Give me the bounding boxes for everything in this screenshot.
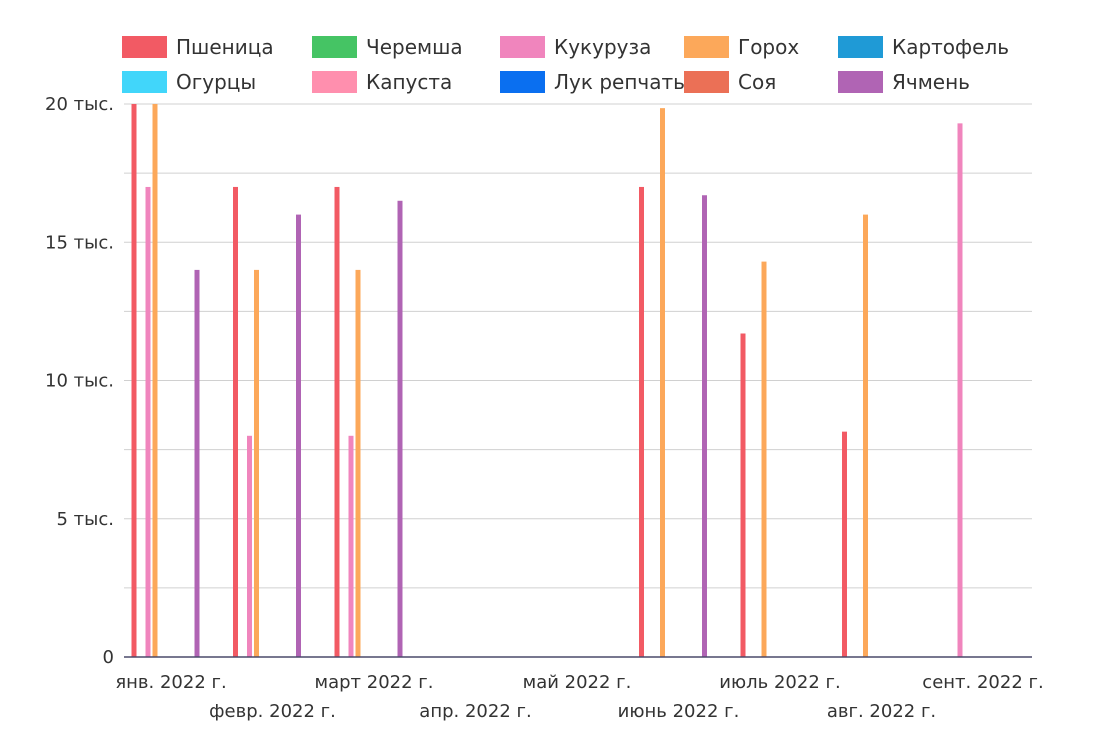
y-tick-label: 15 тыс.	[45, 232, 114, 253]
x-tick-label: янв. 2022 г.	[115, 672, 226, 693]
legend-label: Капуста	[366, 70, 452, 94]
legend-label: Огурцы	[176, 70, 256, 94]
x-tick-label: авг. 2022 г.	[827, 701, 936, 722]
legend-swatch	[684, 71, 729, 93]
legend-swatch	[122, 36, 167, 58]
legend-label: Черемша	[366, 35, 463, 59]
y-axis: 0 5 тыс. 10 тыс. 15 тыс. 20 тыс.	[45, 94, 114, 668]
bar-1-8[interactable]	[842, 431, 847, 657]
bar-10-3[interactable]	[397, 200, 403, 657]
legend-item-2[interactable]: Черемша	[312, 35, 463, 59]
legend-item-5[interactable]: Картофель	[838, 35, 1009, 59]
x-tick-label: июнь 2022 г.	[618, 701, 740, 722]
bar-1-6[interactable]	[639, 186, 644, 657]
legend-label: Горох	[738, 35, 799, 59]
legend-item-4[interactable]: Горох	[684, 35, 799, 59]
legend-swatch	[312, 36, 357, 58]
y-tick-label: 20 тыс.	[45, 94, 114, 115]
legend-item-3[interactable]: Кукуруза	[500, 35, 651, 59]
bar-3-9[interactable]	[957, 123, 963, 658]
x-tick-label: июль 2022 г.	[719, 672, 840, 693]
bar-10-2[interactable]	[296, 214, 301, 657]
bar-4-1[interactable]	[152, 104, 158, 657]
legend-label: Лук репчатый	[554, 70, 702, 94]
legend-label: Ячмень	[892, 70, 970, 94]
bar-3-3[interactable]	[348, 435, 354, 657]
legend-swatch	[122, 71, 167, 93]
x-tick-label: май 2022 г.	[523, 672, 632, 693]
legend-swatch	[684, 36, 729, 58]
grid	[124, 103, 1032, 589]
bar-4-6[interactable]	[660, 108, 665, 657]
x-tick-label: апр. 2022 г.	[419, 701, 531, 722]
bar-10-6[interactable]	[702, 195, 707, 657]
legend-item-8[interactable]: Лук репчатый	[500, 70, 702, 94]
bar-4-2[interactable]	[254, 269, 259, 657]
bar-3-2[interactable]	[247, 435, 252, 657]
bar-1-3[interactable]	[334, 186, 340, 657]
legend-label: Кукуруза	[554, 35, 651, 59]
bar-3-1[interactable]	[145, 186, 151, 657]
x-tick-label: март 2022 г.	[315, 672, 434, 693]
y-tick-label: 10 тыс.	[45, 371, 114, 392]
bar-4-7[interactable]	[761, 261, 767, 657]
legend-item-1[interactable]: Пшеница	[122, 35, 274, 59]
x-axis-labels: янв. 2022 г. февр. 2022 г. март 2022 г. апр…	[115, 672, 1043, 722]
legend-label: Пшеница	[176, 35, 274, 59]
bar-4-3[interactable]	[355, 269, 361, 657]
bar-1-1[interactable]	[131, 104, 137, 657]
plot-area	[131, 104, 963, 658]
legend-swatch	[838, 71, 883, 93]
legend-label: Картофель	[892, 35, 1009, 59]
legend-swatch	[500, 36, 545, 58]
bar-10-1[interactable]	[194, 269, 200, 657]
bar-4-8[interactable]	[863, 214, 868, 657]
legend-swatch	[838, 36, 883, 58]
legend: Пшеница Черемша Кукуруза Горох Картофель Огур…	[122, 35, 1009, 94]
legend-swatch	[312, 71, 357, 93]
x-tick-label: февр. 2022 г.	[209, 701, 336, 722]
bar-1-2[interactable]	[233, 186, 238, 657]
legend-item-9[interactable]: Соя	[684, 70, 776, 94]
bar-1-7[interactable]	[740, 333, 746, 657]
y-tick-label: 0	[103, 647, 114, 668]
legend-item-6[interactable]: Огурцы	[122, 70, 256, 94]
y-tick-label: 5 тыс.	[57, 509, 115, 530]
legend-label: Соя	[738, 70, 776, 94]
legend-swatch	[500, 71, 545, 93]
legend-item-10[interactable]: Ячмень	[838, 70, 970, 94]
x-tick-label: сент. 2022 г.	[922, 672, 1043, 693]
legend-item-7[interactable]: Капуста	[312, 70, 452, 94]
